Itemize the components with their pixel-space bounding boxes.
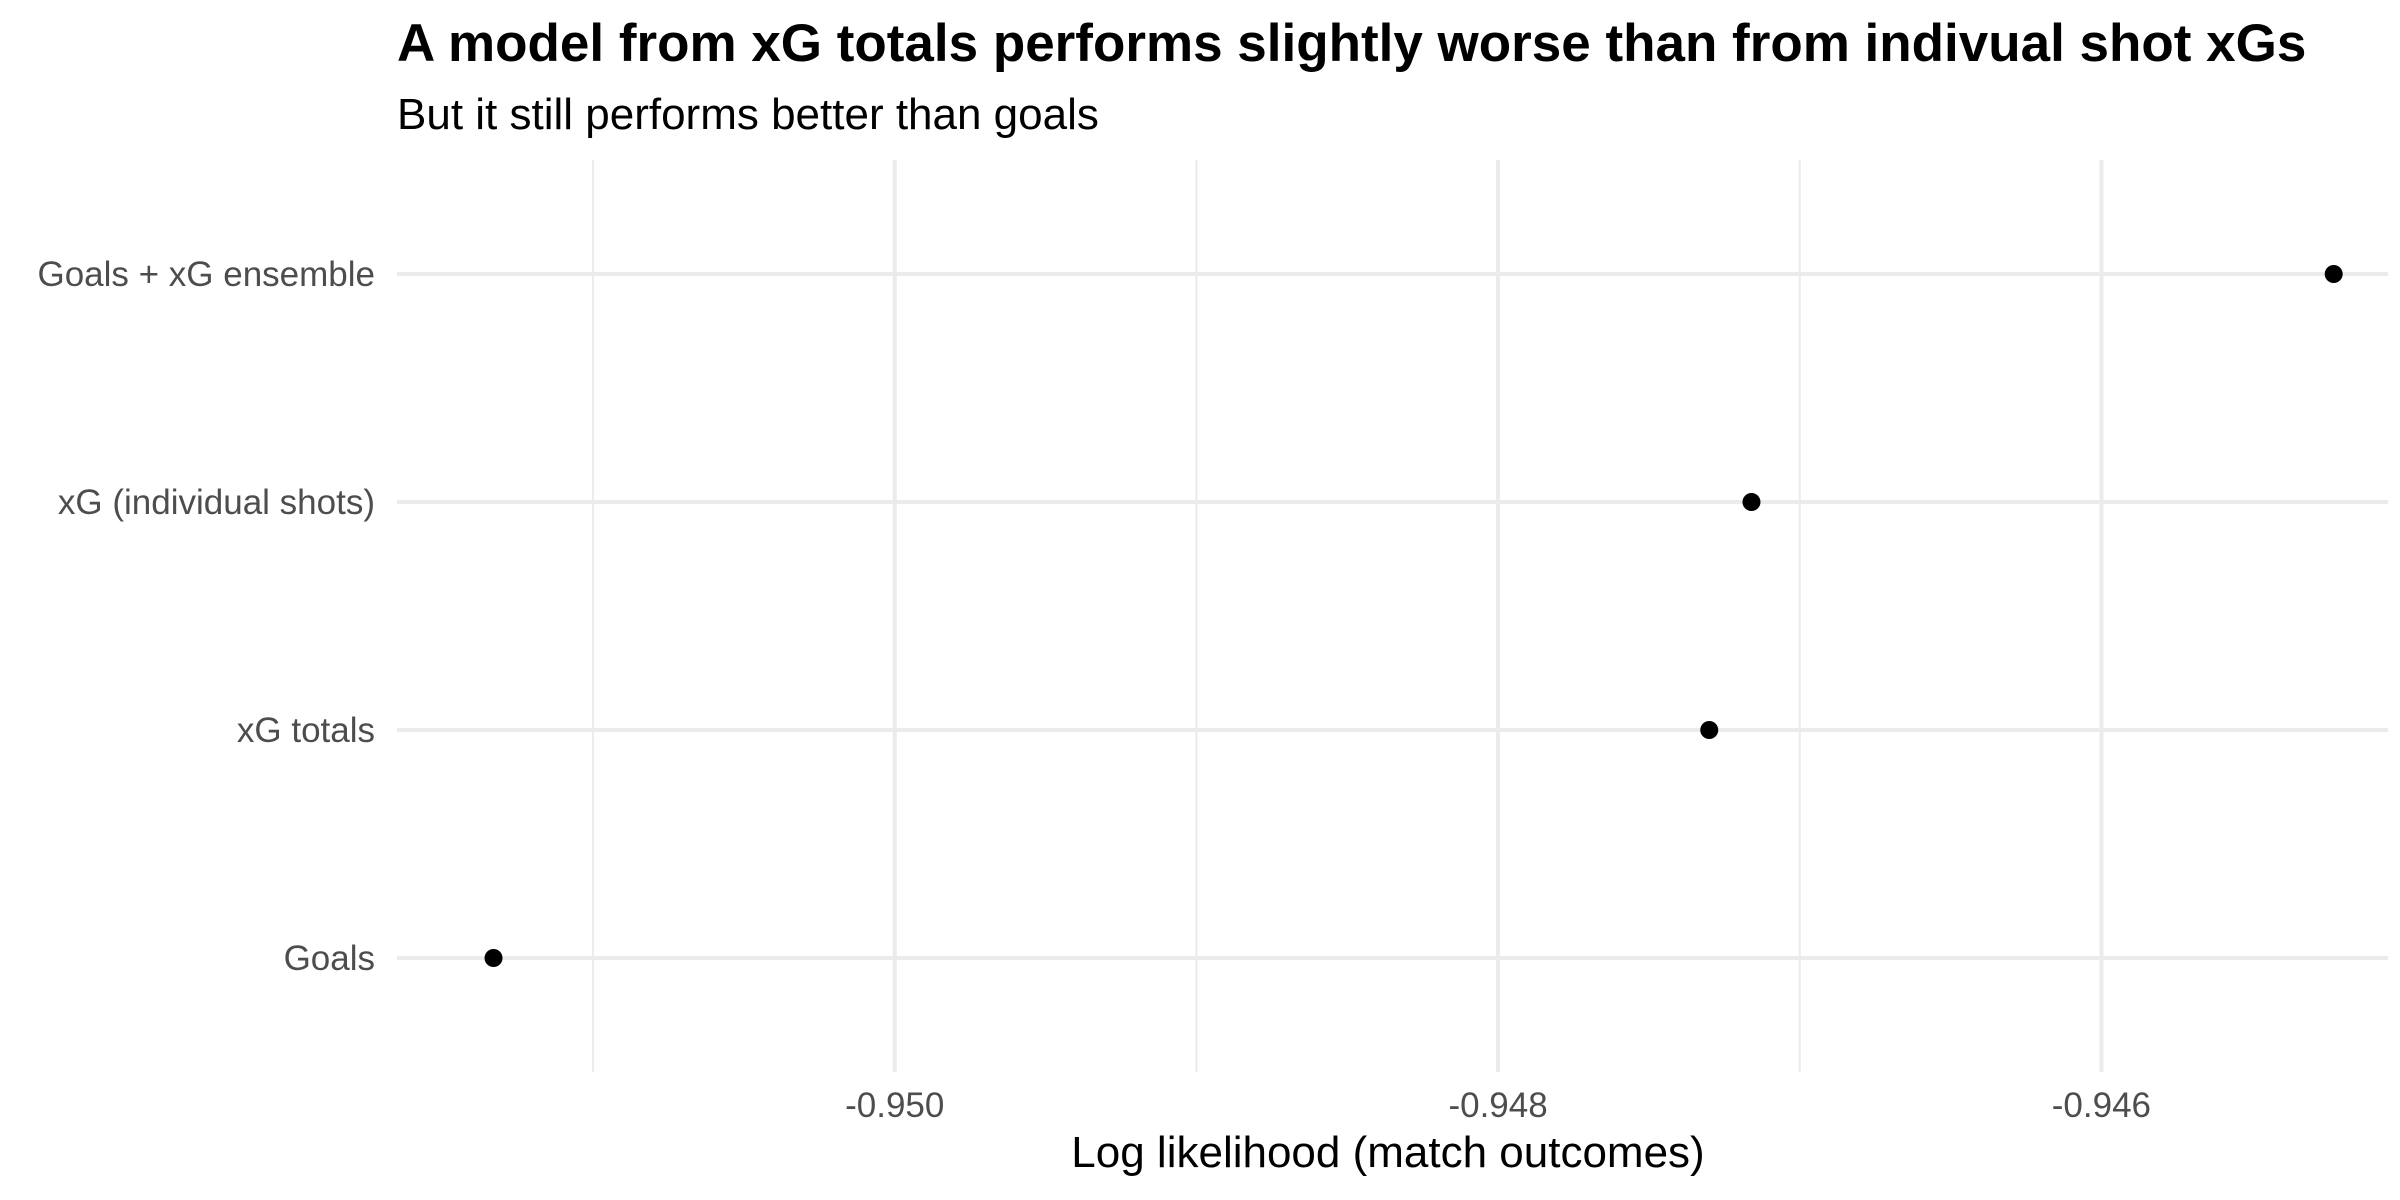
- y-tick-label: xG (individual shots): [58, 483, 375, 522]
- x-axis-title: Log likelihood (match outcomes): [1071, 1128, 1704, 1177]
- data-point: [1700, 721, 1719, 739]
- data-point: [484, 949, 503, 967]
- data-point: [2324, 265, 2343, 283]
- y-tick-label: xG totals: [237, 711, 375, 750]
- minor-gridlines: [592, 160, 1801, 1072]
- y-tick-label: Goals: [284, 939, 375, 978]
- major-gridlines: [397, 160, 2388, 1072]
- chart-title: A model from xG totals performs slightly…: [397, 14, 2306, 73]
- x-tick-label: -0.946: [2052, 1086, 2151, 1125]
- y-tick-label: Goals + xG ensemble: [37, 255, 375, 294]
- x-tick-label: -0.948: [1448, 1086, 1547, 1125]
- data-point: [1742, 493, 1761, 511]
- chart-subtitle: But it still performs better than goals: [397, 90, 1099, 139]
- y-axis-labels: Goals xG totals xG (individual shots) Goals…: [37, 255, 375, 978]
- x-axis-labels: -0.950 -0.948 -0.946: [845, 1086, 2151, 1125]
- data-points: [484, 265, 2343, 967]
- x-tick-label: -0.950: [845, 1086, 944, 1125]
